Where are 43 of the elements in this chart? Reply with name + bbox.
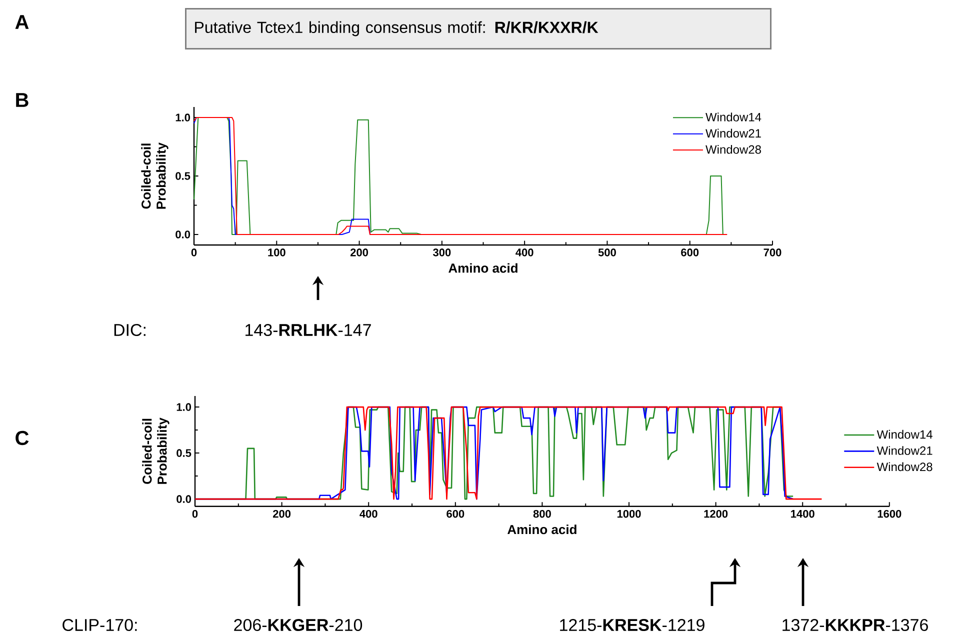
x-tick-label: 1200 (704, 510, 728, 518)
x-tick-label: 400 (360, 510, 378, 518)
text: CLIP-170: (62, 618, 137, 632)
x-tick-label: 600 (681, 248, 699, 256)
x-tick-label: 600 (446, 510, 464, 518)
x-axis-title: Amino acid (508, 524, 576, 534)
legend-label: Window14 (876, 430, 932, 439)
text: 143-RRLHK-147 (246, 324, 371, 336)
y-tick-label: 1.0 (176, 114, 190, 122)
x-tick-label: 800 (533, 510, 551, 518)
legend-label: Window28 (706, 144, 761, 154)
x-tick-label: 0 (192, 510, 198, 518)
y-axis-title: Coiled-coil Probability (141, 142, 168, 209)
legend-label: Window21 (706, 128, 761, 138)
text: DIC: (114, 324, 146, 336)
y-tick-label: 0.0 (176, 495, 192, 503)
text: B (16, 93, 28, 107)
x-tick-label: 300 (433, 248, 451, 256)
x-tick-label: 0 (191, 248, 197, 256)
text: 1372-KKKPR-1376 (782, 618, 928, 632)
text: 1215-KRESK-1219 (560, 618, 704, 632)
text: Putative Tctex1 binding consensus motif: R/KR/KXXR/K (195, 21, 598, 36)
y-tick-label: 0.5 (176, 449, 192, 457)
legend-label: Window14 (706, 112, 762, 122)
x-tick-label: 200 (350, 248, 368, 256)
text: C (16, 430, 29, 446)
x-tick-label: 100 (268, 248, 286, 256)
x-axis-title: Amino acid (448, 263, 518, 273)
y-tick-label: 0.0 (176, 230, 190, 238)
x-tick-label: 500 (598, 248, 616, 256)
y-axis-title: Coiled-coil Probability (142, 418, 170, 484)
text: 206-KKGER-210 (234, 618, 362, 632)
x-tick-label: 400 (516, 248, 534, 256)
x-tick-label: 1600 (878, 510, 902, 518)
y-tick-label: 0.5 (176, 172, 190, 180)
legend-label: Window28 (876, 462, 932, 472)
x-tick-label: 1000 (617, 510, 641, 518)
x-tick-label: 200 (273, 510, 291, 518)
x-tick-label: 1400 (791, 510, 814, 518)
y-tick-label: 1.0 (176, 403, 192, 411)
text: A (15, 15, 29, 29)
legend-label: Window21 (876, 446, 932, 455)
x-tick-label: 700 (764, 248, 782, 256)
